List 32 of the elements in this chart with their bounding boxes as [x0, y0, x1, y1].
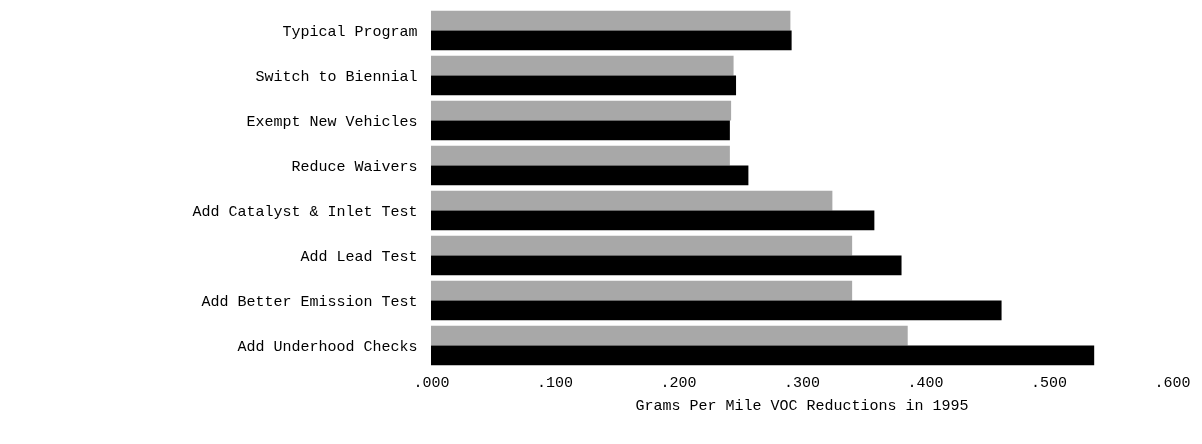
bar [431, 255, 902, 276]
x-tick-label: .000 [413, 374, 450, 392]
bar [431, 145, 730, 166]
x-tick-label: .400 [907, 374, 944, 392]
bar [431, 280, 853, 301]
x-tick-label: .600 [1154, 374, 1191, 392]
bar [431, 100, 732, 121]
y-tick-label: Reduce Waivers [291, 158, 418, 176]
y-tick-label: Add Lead Test [300, 248, 418, 266]
y-tick-label: Add Underhood Checks [237, 338, 418, 356]
bar [431, 300, 1002, 321]
bar [431, 325, 908, 346]
y-tick-label: Typical Program [282, 23, 418, 41]
bar [431, 345, 1095, 366]
bar [431, 210, 875, 231]
x-axis-title: Grams Per Mile VOC Reductions in 1995 [635, 397, 969, 415]
bar [431, 75, 737, 96]
bar [431, 10, 791, 31]
bar [431, 55, 734, 76]
bar [431, 190, 833, 211]
x-tick-label: .300 [783, 374, 821, 392]
bar [431, 30, 792, 51]
y-tick-label: Switch to Biennial [255, 68, 418, 86]
x-tick-label: .500 [1030, 374, 1068, 392]
y-tick-label: Exempt New Vehicles [246, 113, 418, 131]
bar [431, 165, 749, 186]
bar [431, 235, 853, 256]
y-tick-label: Add Better Emission Test [201, 293, 418, 311]
bar [431, 120, 730, 141]
x-tick-label: .200 [660, 374, 697, 392]
y-tick-label: Add Catalyst & Inlet Test [192, 203, 418, 221]
x-tick-label: .100 [536, 374, 574, 392]
